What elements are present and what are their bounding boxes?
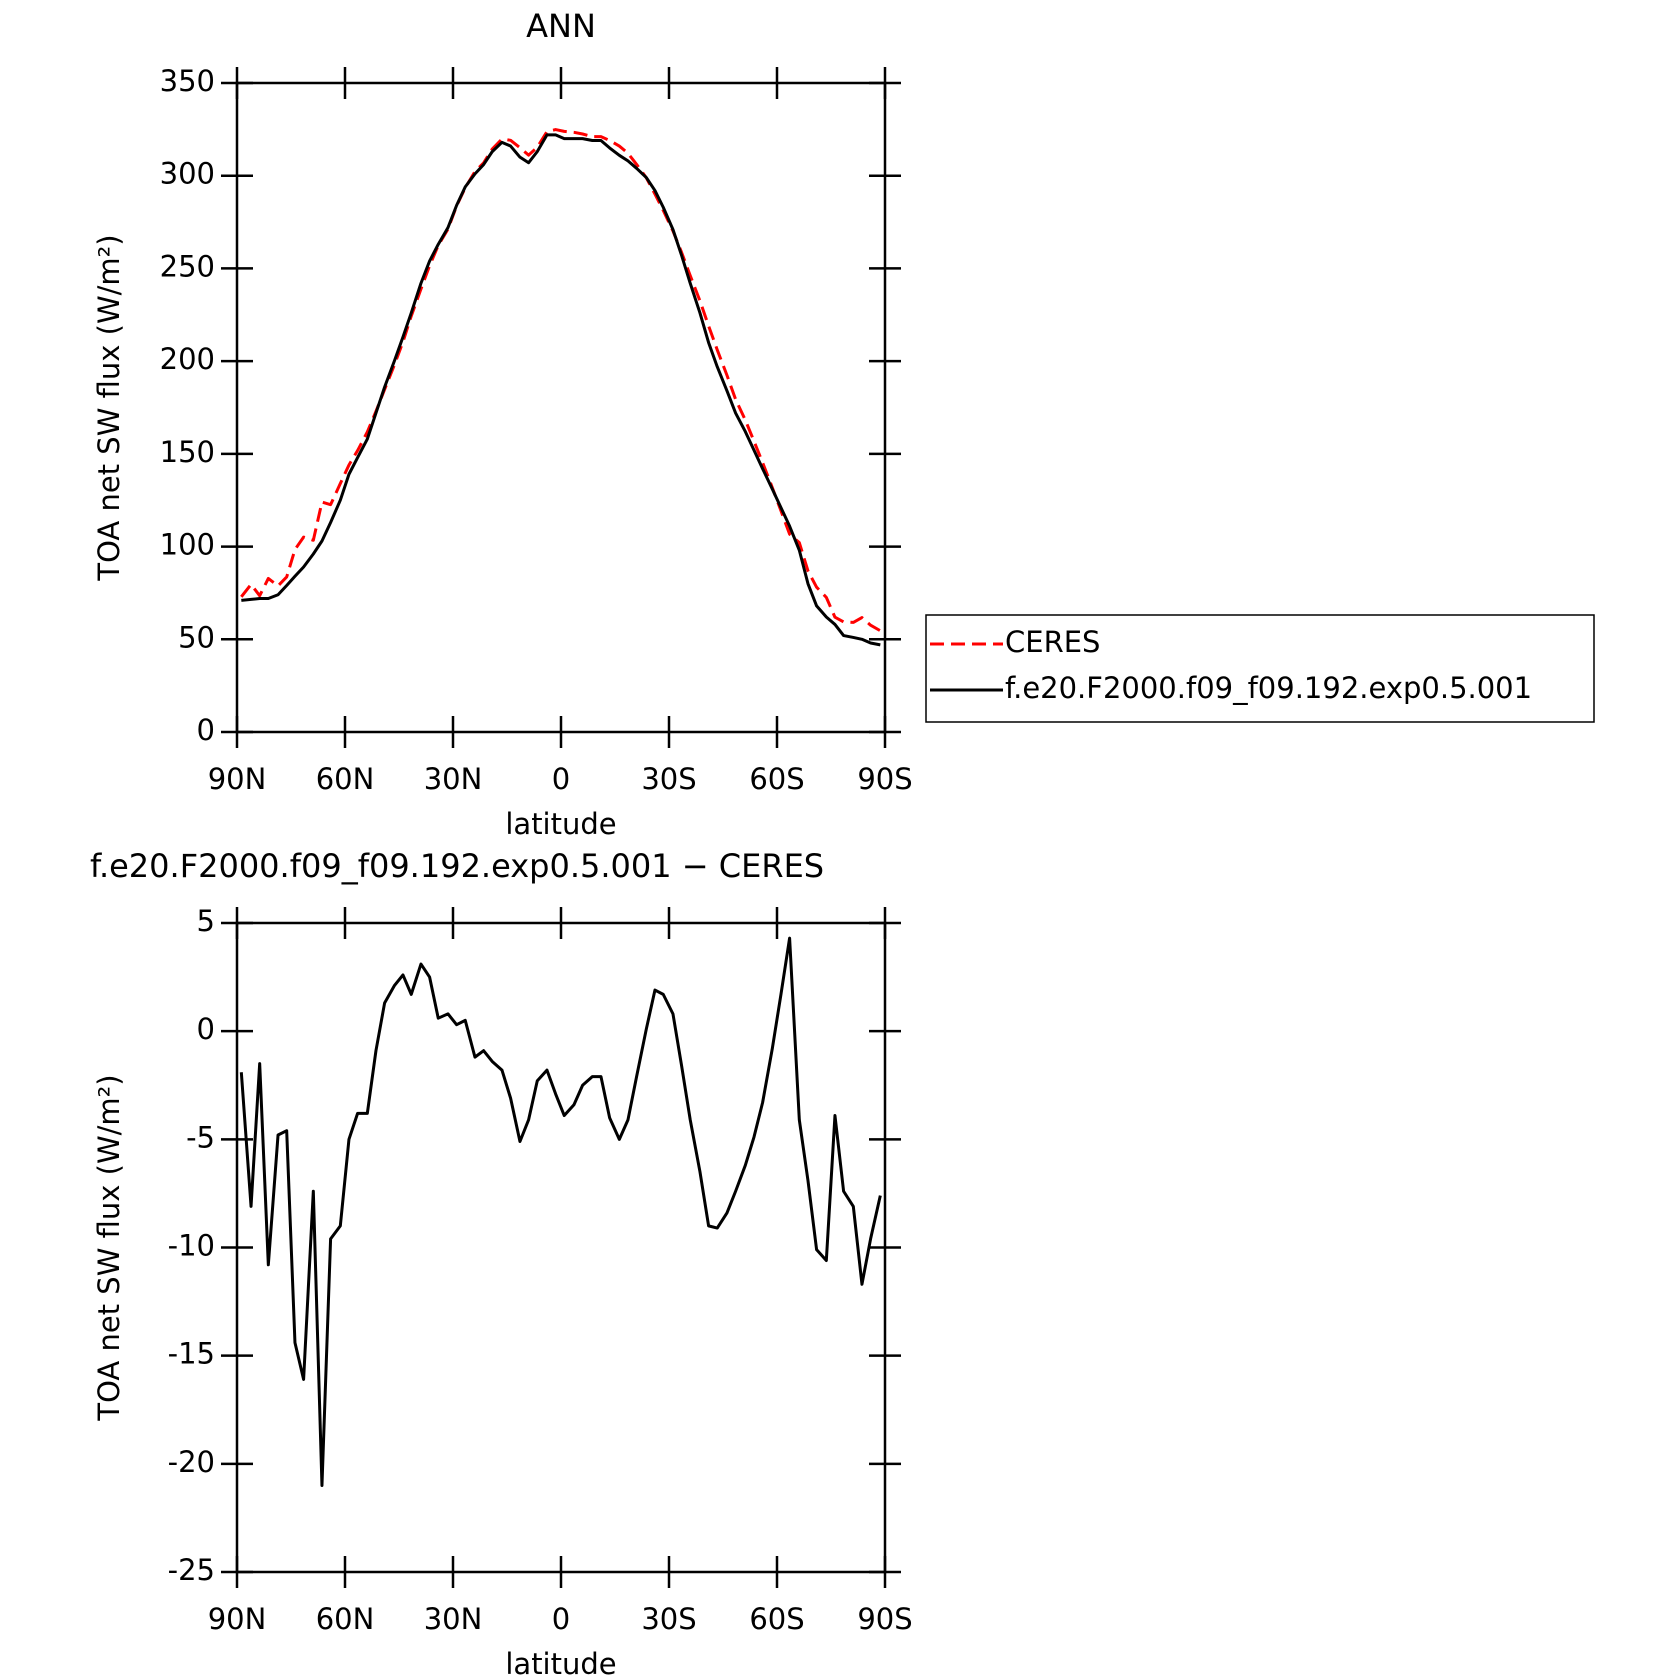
x-tick-label: 30N bbox=[424, 762, 483, 796]
chart-title: f.e20.F2000.f09_f09.192.exp0.5.001 − CER… bbox=[90, 847, 824, 885]
y-tick-label: 5 bbox=[197, 904, 215, 938]
y-tick-label: 150 bbox=[160, 435, 215, 469]
x-tick-label: 90N bbox=[208, 762, 267, 796]
y-tick-label: 0 bbox=[197, 713, 215, 747]
x-tick-label: 30S bbox=[641, 762, 696, 796]
x-tick-label: 90N bbox=[208, 1602, 267, 1636]
x-tick-label: 90S bbox=[857, 762, 912, 796]
legend-label: CERES bbox=[1005, 625, 1100, 659]
y-tick-label: 250 bbox=[160, 249, 215, 283]
legend-label: f.e20.F2000.f09_f09.192.exp0.5.001 bbox=[1005, 671, 1532, 705]
x-axis-label: latitude bbox=[505, 807, 616, 841]
plot-frame bbox=[235, 81, 887, 734]
x-tick-label: 60N bbox=[316, 1602, 375, 1636]
y-tick-label: 0 bbox=[197, 1012, 215, 1046]
y-axis-label: TOA net SW flux (W/m²) bbox=[92, 234, 126, 581]
x-tick-label: 60S bbox=[749, 762, 804, 796]
y-tick-label: -5 bbox=[186, 1120, 215, 1154]
y-tick-label: 300 bbox=[160, 157, 215, 191]
y-axis-label: TOA net SW flux (W/m²) bbox=[92, 1074, 126, 1421]
chart-title: ANN bbox=[526, 7, 596, 45]
x-tick-label: 60S bbox=[749, 1602, 804, 1636]
x-tick-label: 0 bbox=[552, 1602, 570, 1636]
plot-frame bbox=[235, 921, 887, 1574]
y-tick-label: 100 bbox=[160, 528, 215, 562]
x-tick-label: 0 bbox=[552, 762, 570, 796]
y-tick-label: -15 bbox=[168, 1337, 215, 1371]
legend-box bbox=[925, 614, 1595, 723]
data-line bbox=[240, 128, 882, 633]
y-tick-label: -20 bbox=[168, 1445, 215, 1479]
x-axis-label: latitude bbox=[505, 1647, 616, 1680]
x-tick-label: 60N bbox=[316, 762, 375, 796]
y-tick-label: 350 bbox=[160, 64, 215, 98]
y-tick-label: 50 bbox=[178, 620, 215, 654]
y-tick-label: 200 bbox=[160, 342, 215, 376]
data-line bbox=[239, 936, 882, 1487]
x-tick-label: 30N bbox=[424, 1602, 483, 1636]
x-tick-label: 90S bbox=[857, 1602, 912, 1636]
data-line bbox=[241, 133, 881, 647]
x-tick-label: 30S bbox=[641, 1602, 696, 1636]
y-tick-label: -10 bbox=[168, 1229, 215, 1263]
y-tick-label: -25 bbox=[168, 1553, 215, 1587]
